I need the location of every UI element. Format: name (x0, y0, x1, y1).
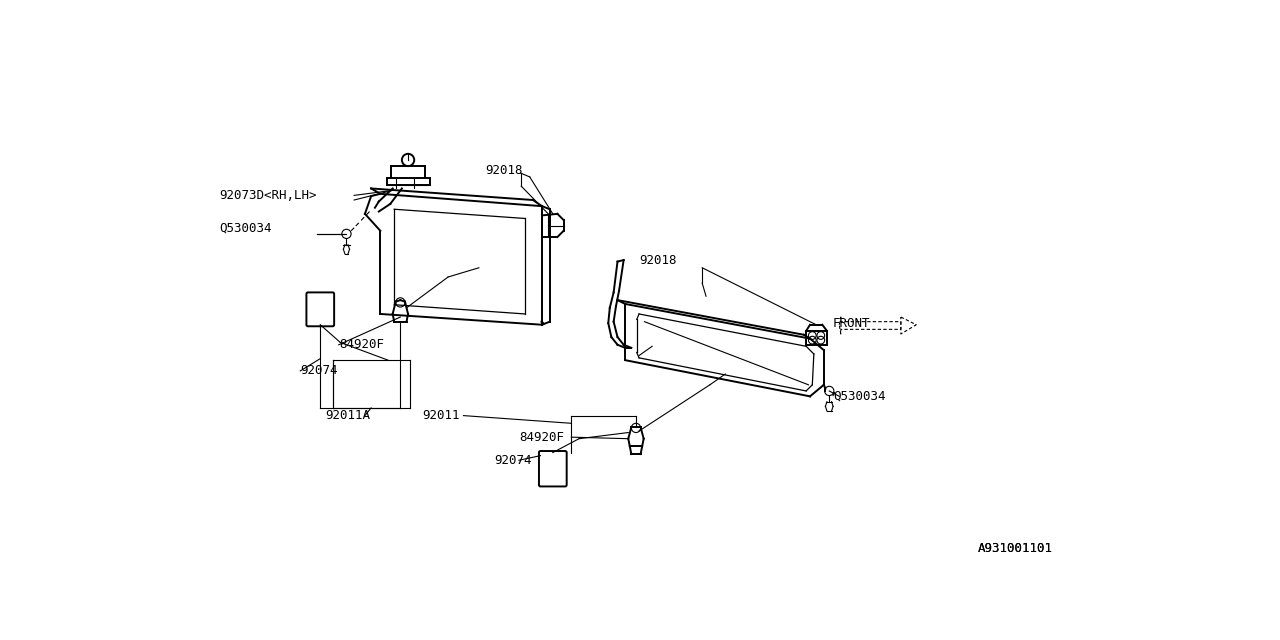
Polygon shape (840, 317, 901, 334)
Text: 92018: 92018 (639, 253, 677, 266)
Text: 92011: 92011 (422, 409, 460, 422)
Text: 84920F: 84920F (339, 339, 384, 351)
Text: Q530034: Q530034 (219, 221, 271, 234)
Text: A931001101: A931001101 (978, 541, 1052, 554)
FancyBboxPatch shape (306, 292, 334, 326)
Text: Q530034: Q530034 (833, 389, 886, 402)
Text: 92018: 92018 (485, 164, 522, 177)
Text: FRONT: FRONT (833, 317, 870, 330)
Text: 92073D<RH,LH>: 92073D<RH,LH> (219, 189, 317, 202)
Text: 92074: 92074 (494, 454, 531, 467)
FancyBboxPatch shape (539, 451, 567, 486)
Polygon shape (901, 317, 916, 334)
Text: 84920F: 84920F (518, 431, 564, 444)
Text: 92074: 92074 (301, 364, 338, 378)
Text: 92011A: 92011A (325, 409, 370, 422)
Text: A931001101: A931001101 (978, 541, 1052, 554)
